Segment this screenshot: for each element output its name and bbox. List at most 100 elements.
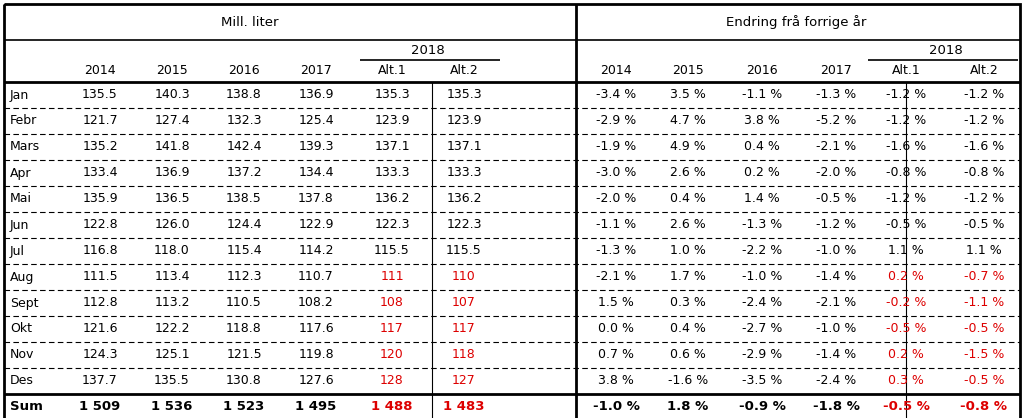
Text: 137.1: 137.1 xyxy=(446,140,482,153)
Text: Mars: Mars xyxy=(10,140,40,153)
Text: 138.5: 138.5 xyxy=(226,193,262,206)
Text: -2.9 %: -2.9 % xyxy=(741,349,782,362)
Text: 113.4: 113.4 xyxy=(155,270,189,283)
Text: 127: 127 xyxy=(453,375,476,387)
Text: 2015: 2015 xyxy=(156,64,187,77)
Text: 0.7 %: 0.7 % xyxy=(598,349,634,362)
Text: Jan: Jan xyxy=(10,89,30,102)
Text: 125.1: 125.1 xyxy=(155,349,189,362)
Text: 135.3: 135.3 xyxy=(446,89,482,102)
Text: Des: Des xyxy=(10,375,34,387)
Text: Febr: Febr xyxy=(10,115,37,127)
Text: 2016: 2016 xyxy=(228,64,260,77)
Text: -1.3 %: -1.3 % xyxy=(596,245,636,257)
Text: -0.8 %: -0.8 % xyxy=(886,166,927,179)
Text: -1.0 %: -1.0 % xyxy=(816,245,856,257)
Text: Mill. liter: Mill. liter xyxy=(221,15,279,28)
Text: 2015: 2015 xyxy=(672,64,703,77)
Text: 2014: 2014 xyxy=(600,64,632,77)
Text: Alt.2: Alt.2 xyxy=(970,64,998,77)
Text: Okt: Okt xyxy=(10,323,32,336)
Text: 2018: 2018 xyxy=(411,43,444,56)
Text: 118: 118 xyxy=(453,349,476,362)
Text: 0.3 %: 0.3 % xyxy=(888,375,924,387)
Text: Sum: Sum xyxy=(10,400,43,413)
Text: -1.6 %: -1.6 % xyxy=(668,375,709,387)
Text: 111: 111 xyxy=(380,270,403,283)
Text: 135.5: 135.5 xyxy=(155,375,189,387)
Text: 3.5 %: 3.5 % xyxy=(670,89,706,102)
Text: 133.3: 133.3 xyxy=(446,166,481,179)
Text: 2017: 2017 xyxy=(300,64,332,77)
Text: 135.3: 135.3 xyxy=(374,89,410,102)
Text: -1.0 %: -1.0 % xyxy=(816,323,856,336)
Text: 141.8: 141.8 xyxy=(155,140,189,153)
Text: -1.3 %: -1.3 % xyxy=(741,219,782,232)
Text: -1.8 %: -1.8 % xyxy=(813,400,859,413)
Text: Mai: Mai xyxy=(10,193,32,206)
Text: 1 509: 1 509 xyxy=(80,400,121,413)
Text: 135.2: 135.2 xyxy=(82,140,118,153)
Text: 125.4: 125.4 xyxy=(298,115,334,127)
Text: 119.8: 119.8 xyxy=(298,349,334,362)
Text: -0.8 %: -0.8 % xyxy=(961,400,1008,413)
Text: 123.9: 123.9 xyxy=(446,115,481,127)
Text: 136.9: 136.9 xyxy=(298,89,334,102)
Text: -1.1 %: -1.1 % xyxy=(741,89,782,102)
Text: Nov: Nov xyxy=(10,349,35,362)
Text: -1.9 %: -1.9 % xyxy=(596,140,636,153)
Text: 110.5: 110.5 xyxy=(226,296,262,309)
Text: 118.8: 118.8 xyxy=(226,323,262,336)
Text: 136.2: 136.2 xyxy=(374,193,410,206)
Text: -2.4 %: -2.4 % xyxy=(741,296,782,309)
Text: -1.3 %: -1.3 % xyxy=(816,89,856,102)
Text: 124.4: 124.4 xyxy=(226,219,262,232)
Text: Apr: Apr xyxy=(10,166,32,179)
Text: -1.6 %: -1.6 % xyxy=(886,140,926,153)
Text: Jul: Jul xyxy=(10,245,25,257)
Text: 122.8: 122.8 xyxy=(82,219,118,232)
Text: 137.7: 137.7 xyxy=(82,375,118,387)
Text: -1.0 %: -1.0 % xyxy=(593,400,639,413)
Text: 2014: 2014 xyxy=(84,64,116,77)
Text: -0.5 %: -0.5 % xyxy=(964,323,1005,336)
Text: 2018: 2018 xyxy=(929,43,963,56)
Text: -2.9 %: -2.9 % xyxy=(596,115,636,127)
Text: 135.5: 135.5 xyxy=(82,89,118,102)
Text: 4.9 %: 4.9 % xyxy=(670,140,706,153)
Text: -0.5 %: -0.5 % xyxy=(816,193,856,206)
Text: 1.0 %: 1.0 % xyxy=(670,245,706,257)
Text: 1 523: 1 523 xyxy=(223,400,264,413)
Text: Endring frå forrige år: Endring frå forrige år xyxy=(726,15,866,29)
Text: Alt.2: Alt.2 xyxy=(450,64,478,77)
Text: 121.6: 121.6 xyxy=(82,323,118,336)
Text: -1.4 %: -1.4 % xyxy=(816,270,856,283)
Text: 115.5: 115.5 xyxy=(374,245,410,257)
Text: 122.3: 122.3 xyxy=(446,219,481,232)
Text: -1.4 %: -1.4 % xyxy=(816,349,856,362)
Text: 1.5 %: 1.5 % xyxy=(598,296,634,309)
Text: 115.5: 115.5 xyxy=(446,245,482,257)
Text: -1.2 %: -1.2 % xyxy=(816,219,856,232)
Text: 2.6 %: 2.6 % xyxy=(670,219,706,232)
Text: -2.2 %: -2.2 % xyxy=(741,245,782,257)
Text: 0.0 %: 0.0 % xyxy=(598,323,634,336)
Text: 108.2: 108.2 xyxy=(298,296,334,309)
Text: 1 495: 1 495 xyxy=(295,400,337,413)
Text: -0.5 %: -0.5 % xyxy=(886,323,927,336)
Text: 122.2: 122.2 xyxy=(155,323,189,336)
Text: 0.4 %: 0.4 % xyxy=(744,140,780,153)
Text: 1.7 %: 1.7 % xyxy=(670,270,706,283)
Text: 136.2: 136.2 xyxy=(446,193,481,206)
Text: 118.0: 118.0 xyxy=(155,245,189,257)
Text: 1 488: 1 488 xyxy=(372,400,413,413)
Text: -1.1 %: -1.1 % xyxy=(596,219,636,232)
Text: 128: 128 xyxy=(380,375,403,387)
Text: -5.2 %: -5.2 % xyxy=(816,115,856,127)
Text: -0.2 %: -0.2 % xyxy=(886,296,926,309)
Text: -0.9 %: -0.9 % xyxy=(738,400,785,413)
Text: 0.2 %: 0.2 % xyxy=(888,349,924,362)
Text: 135.9: 135.9 xyxy=(82,193,118,206)
Text: 137.1: 137.1 xyxy=(374,140,410,153)
Text: -3.5 %: -3.5 % xyxy=(741,375,782,387)
